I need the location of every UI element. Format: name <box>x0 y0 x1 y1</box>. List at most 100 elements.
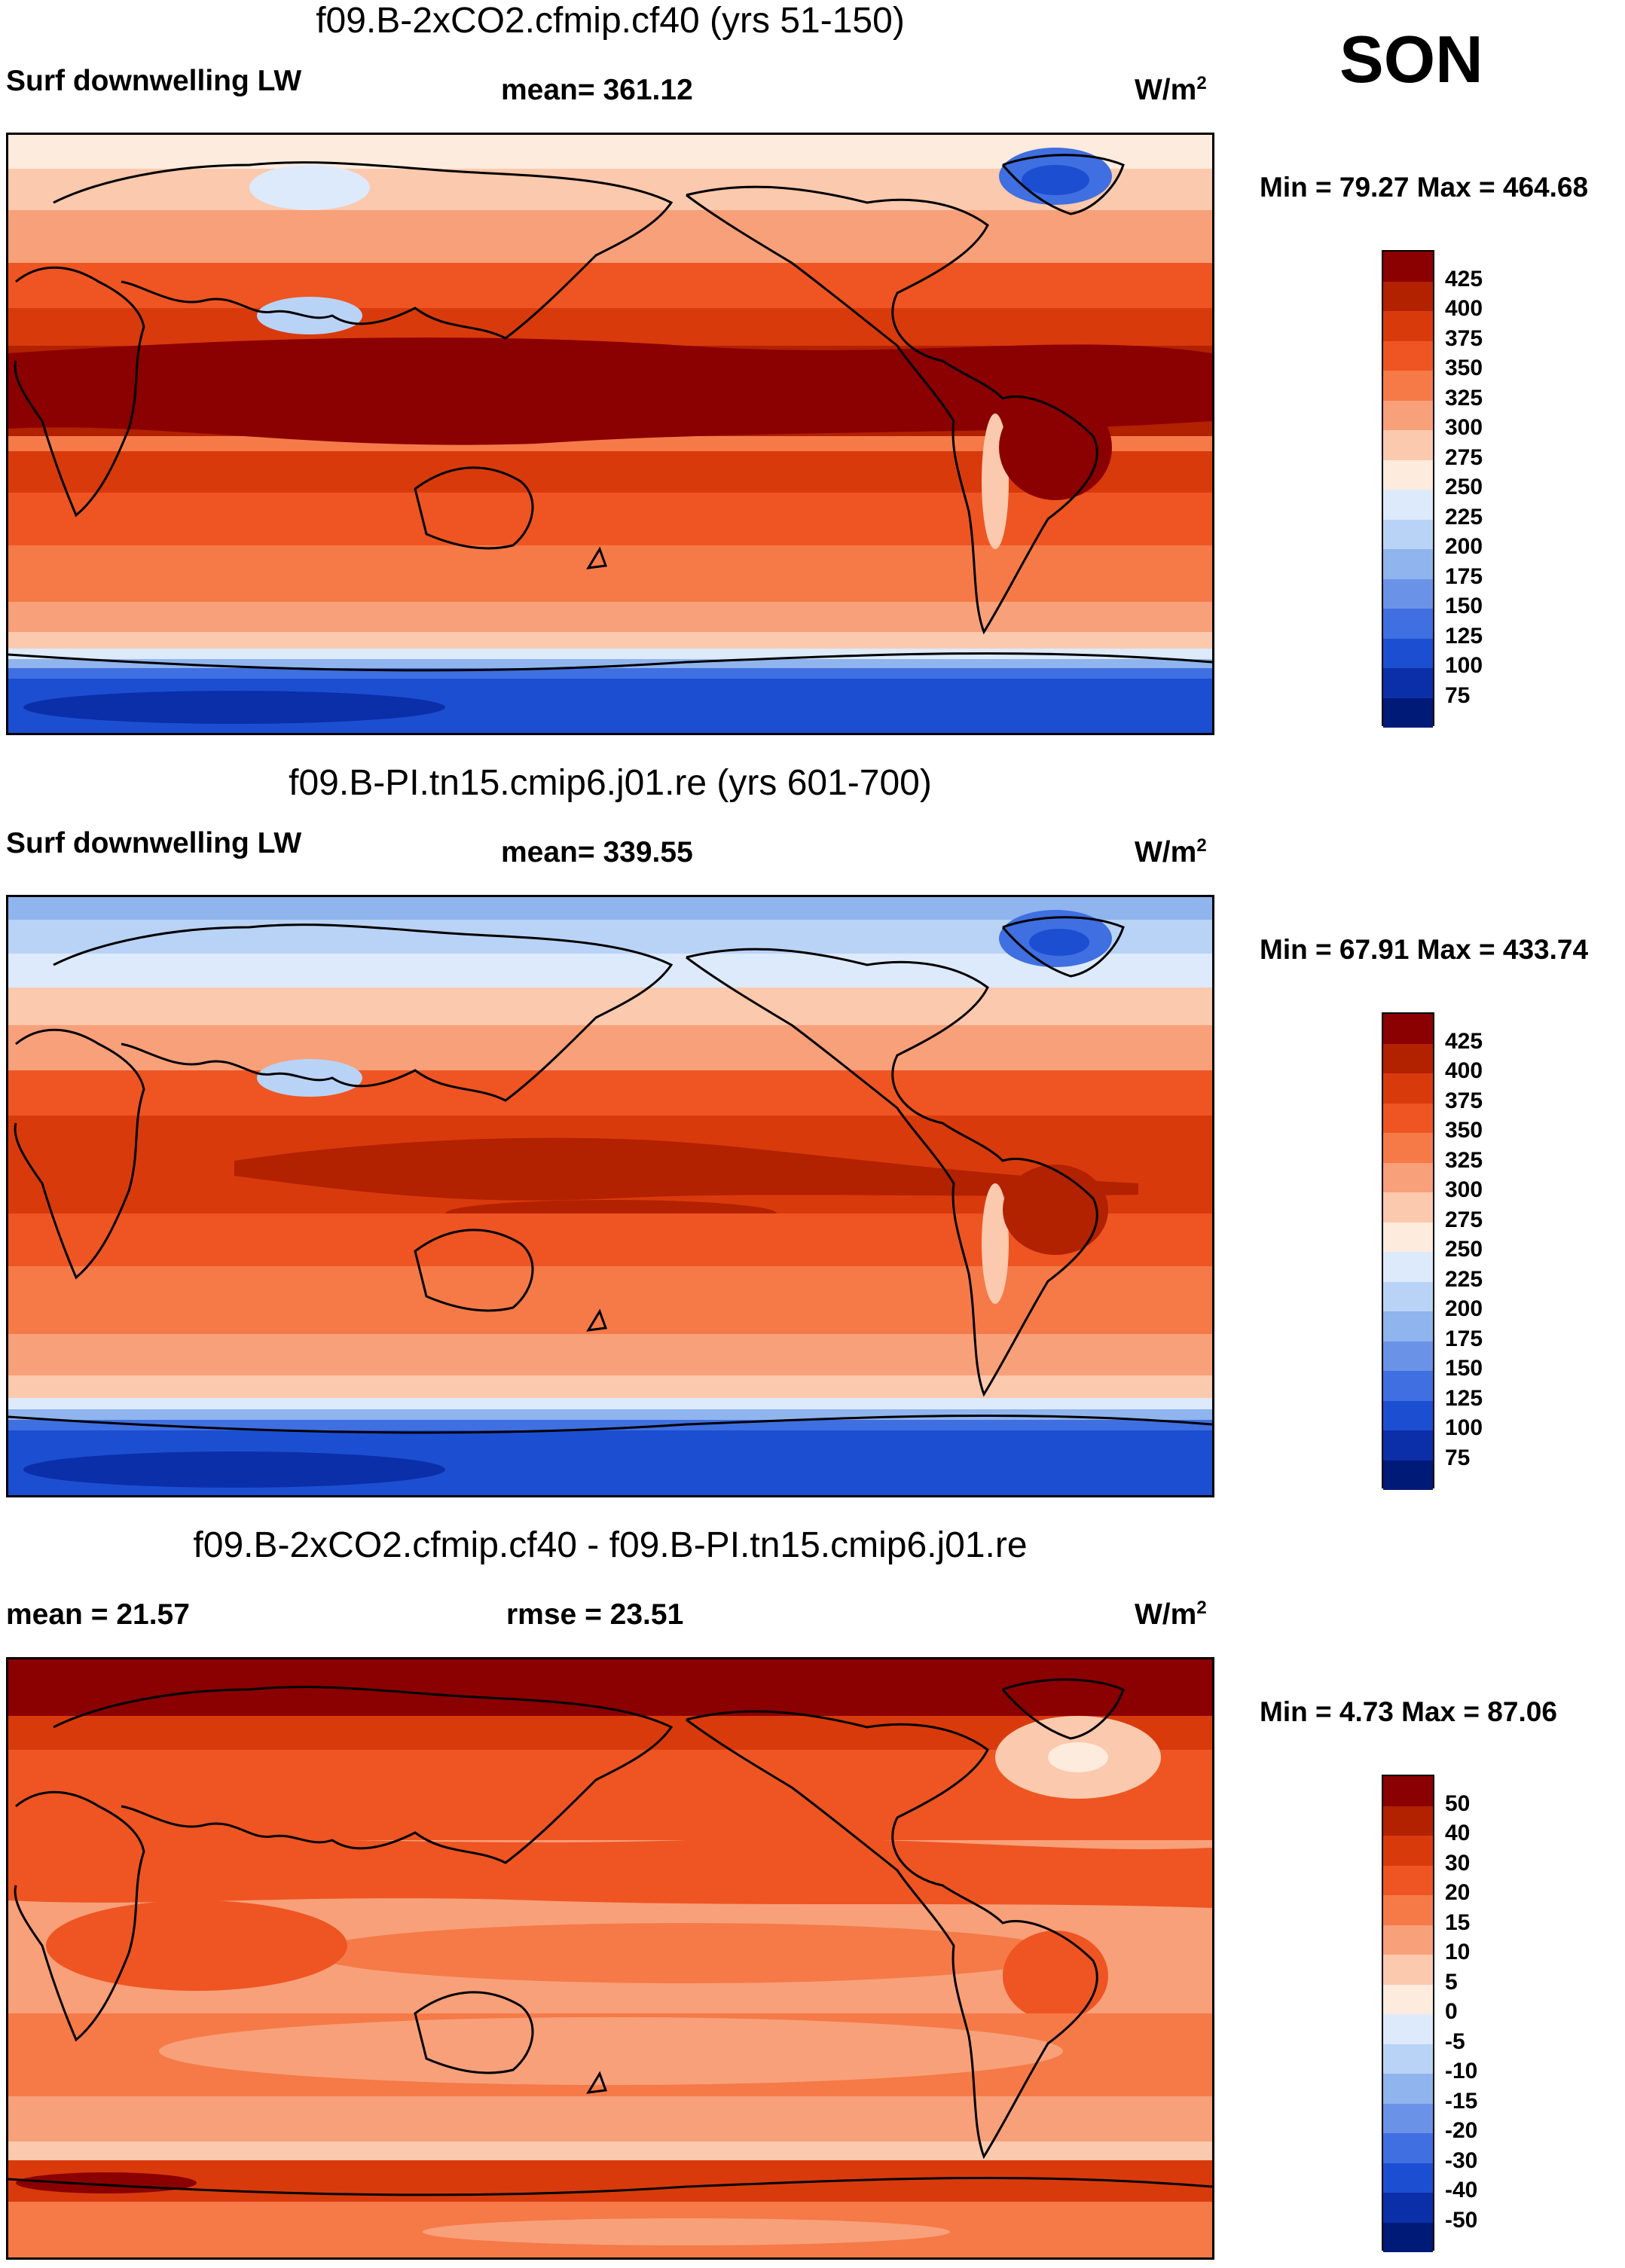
panel3-colorbar-swatch <box>1383 2222 1433 2252</box>
panel1-colorbar-tick-label: 75 <box>1445 682 1471 708</box>
panel3-colorbar-swatch <box>1383 1776 1433 1806</box>
panel2-colorbar-tick-label: 325 <box>1445 1147 1483 1173</box>
panel3-colorbar-tick-label: 20 <box>1445 1880 1471 1905</box>
panel3-colorbar-swatch <box>1383 2193 1433 2223</box>
panel3-colorbar-tick-label: 50 <box>1445 1790 1471 1816</box>
panel2-colorbar-swatch <box>1383 1400 1433 1430</box>
panel3-map <box>6 1657 1214 2260</box>
panel3-minmax: Min = 4.73 Max = 87.06 <box>1260 1696 1557 1727</box>
panel2-colorbar-swatch <box>1383 1073 1433 1103</box>
panel3-colorbar-swatch <box>1383 1925 1433 1955</box>
panel2-variable-label: Surf downwelling LW <box>6 827 302 859</box>
panel1-colorbar-swatch <box>1383 311 1433 341</box>
panel3-colorbar-swatch <box>1383 2074 1433 2104</box>
panel1-variable-label: Surf downwelling LW <box>6 65 302 97</box>
panel3-colorbar-swatch <box>1383 1955 1433 1985</box>
panel2-minmax: Min = 67.91 Max = 433.74 <box>1260 934 1589 965</box>
panel3-title: f09.B-2xCO2.cfmip.cf40 - f09.B-PI.tn15.c… <box>193 1525 1028 1565</box>
panel2-colorbar-swatch <box>1383 1430 1433 1461</box>
panel2-colorbar-tick-label: 350 <box>1445 1118 1483 1143</box>
panel1-map-svg <box>8 135 1212 733</box>
panel2-colorbar-tick-label: 375 <box>1445 1088 1483 1113</box>
panel2-colorbar-swatch <box>1383 1162 1433 1192</box>
panel3-colorbar-swatch <box>1383 2014 1433 2044</box>
panel1-colorbar-tick-label: 275 <box>1445 444 1483 470</box>
panel1-minmax: Min = 79.27 Max = 464.68 <box>1260 172 1589 203</box>
panel2-colorbar <box>1382 1012 1434 1490</box>
panel2-colorbar-tick-label: 275 <box>1445 1207 1483 1232</box>
panel1-colorbar-swatch <box>1383 519 1433 549</box>
panel1-colorbar-swatch <box>1383 459 1433 490</box>
panel3-colorbar-swatch <box>1383 1865 1433 1895</box>
panel2-units: W/m2 <box>1135 835 1207 868</box>
panel3-colorbar-tick-label: -40 <box>1445 2178 1478 2202</box>
panel2-colorbar-swatch <box>1383 1014 1433 1044</box>
panel1-colorbar-tick-label: 125 <box>1445 623 1483 649</box>
panel3-colorbar-swatch <box>1383 1984 1433 2014</box>
panel3-colorbar-tick-label: -15 <box>1445 2088 1478 2114</box>
panel1-colorbar-swatch <box>1383 668 1433 698</box>
panel3-colorbar-swatch <box>1383 1836 1433 1866</box>
panel2-colorbar-swatch <box>1383 1252 1433 1282</box>
panel3-colorbar-swatch <box>1383 2103 1433 2133</box>
panel1-colorbar-tick-label: 400 <box>1445 296 1483 321</box>
panel2-colorbar-tick-label: 300 <box>1445 1177 1483 1202</box>
panel2-colorbar-swatch <box>1383 1460 1433 1490</box>
panel2-colorbar-swatch <box>1383 1222 1433 1252</box>
panel2-colorbar-swatch <box>1383 1192 1433 1223</box>
panel2-colorbar-tick-label: 225 <box>1445 1266 1483 1292</box>
panel1-colorbar-tick-label: 175 <box>1445 563 1483 589</box>
panel1-colorbar-tick-label: 300 <box>1445 415 1483 440</box>
panel2-colorbar-swatch <box>1383 1371 1433 1401</box>
panel3-colorbar-tick-label: -20 <box>1445 2118 1478 2143</box>
panel3-colorbar-swatch <box>1383 1895 1433 1925</box>
panel1-colorbar-swatch <box>1383 490 1433 520</box>
panel1-units: W/m2 <box>1135 73 1207 106</box>
panel1-colorbar-tick-label: 200 <box>1445 534 1483 559</box>
panel2-colorbar-swatch <box>1383 1281 1433 1311</box>
panel2-colorbar-swatch <box>1383 1043 1433 1073</box>
panel2-colorbar-tick-label: 175 <box>1445 1326 1483 1351</box>
panel1-mean-label: mean= 361.12 <box>501 74 693 106</box>
panel2-colorbar-tick-label: 425 <box>1445 1028 1483 1054</box>
panel3-colorbar-swatch <box>1383 2133 1433 2163</box>
panel2-colorbar-tick-label: 150 <box>1445 1356 1483 1381</box>
panel1-colorbar-swatch <box>1383 281 1433 311</box>
panel1-title: f09.B-2xCO2.cfmip.cf40 (yrs 51-150) <box>316 1 905 41</box>
panel2-colorbar-tick-label: 200 <box>1445 1296 1483 1321</box>
panel1-colorbar-swatch <box>1383 400 1433 430</box>
panel1-colorbar-swatch <box>1383 340 1433 371</box>
panel3-colorbar <box>1382 1775 1434 2252</box>
panel1-colorbar-tick-label: 100 <box>1445 653 1483 678</box>
panel2-colorbar-swatch <box>1383 1341 1433 1371</box>
panel2-colorbar-tick-label: 100 <box>1445 1415 1483 1440</box>
panel1-colorbar-swatch <box>1383 252 1433 282</box>
panel3-colorbar-tick-label: -5 <box>1445 2028 1465 2054</box>
panel2-colorbar-tick-label: 400 <box>1445 1058 1483 1083</box>
panel1-map <box>6 133 1214 735</box>
panel2-mean-label: mean= 339.55 <box>501 836 693 868</box>
panel3-colorbar-tick-label: 5 <box>1445 1969 1458 1995</box>
panel3-colorbar-tick-label: 40 <box>1445 1821 1471 1845</box>
panel2-title: f09.B-PI.tn15.cmip6.j01.re (yrs 601-700) <box>289 763 932 803</box>
panel1-colorbar-tick-label: 150 <box>1445 594 1483 618</box>
panel1-colorbar-swatch <box>1383 638 1433 668</box>
panel3-colorbar-swatch <box>1383 2163 1433 2193</box>
panel3-rmse-label: rmse = 23.51 <box>506 1598 684 1631</box>
panel3-colorbar-tick-label: 10 <box>1445 1940 1471 1964</box>
panel1-colorbar-tick-label: 325 <box>1445 385 1483 411</box>
panel2-colorbar-swatch <box>1383 1133 1433 1163</box>
panel1-colorbar-tick-label: 375 <box>1445 325 1483 351</box>
panel1-colorbar <box>1382 250 1434 728</box>
panel1-colorbar-tick-label: 225 <box>1445 504 1483 530</box>
panel3-colorbar-tick-label: 0 <box>1445 1999 1458 2024</box>
panel3-map-svg <box>8 1659 1212 2257</box>
panel1-colorbar-swatch <box>1383 697 1433 728</box>
panel1-colorbar-swatch <box>1383 549 1433 579</box>
panel2-colorbar-tick-label: 125 <box>1445 1385 1483 1411</box>
panel2-colorbar-swatch <box>1383 1311 1433 1342</box>
panel3-colorbar-swatch <box>1383 2044 1433 2074</box>
panel1-colorbar-swatch <box>1383 430 1433 460</box>
panel1-colorbar-swatch <box>1383 578 1433 609</box>
panel2-map <box>6 895 1214 1497</box>
